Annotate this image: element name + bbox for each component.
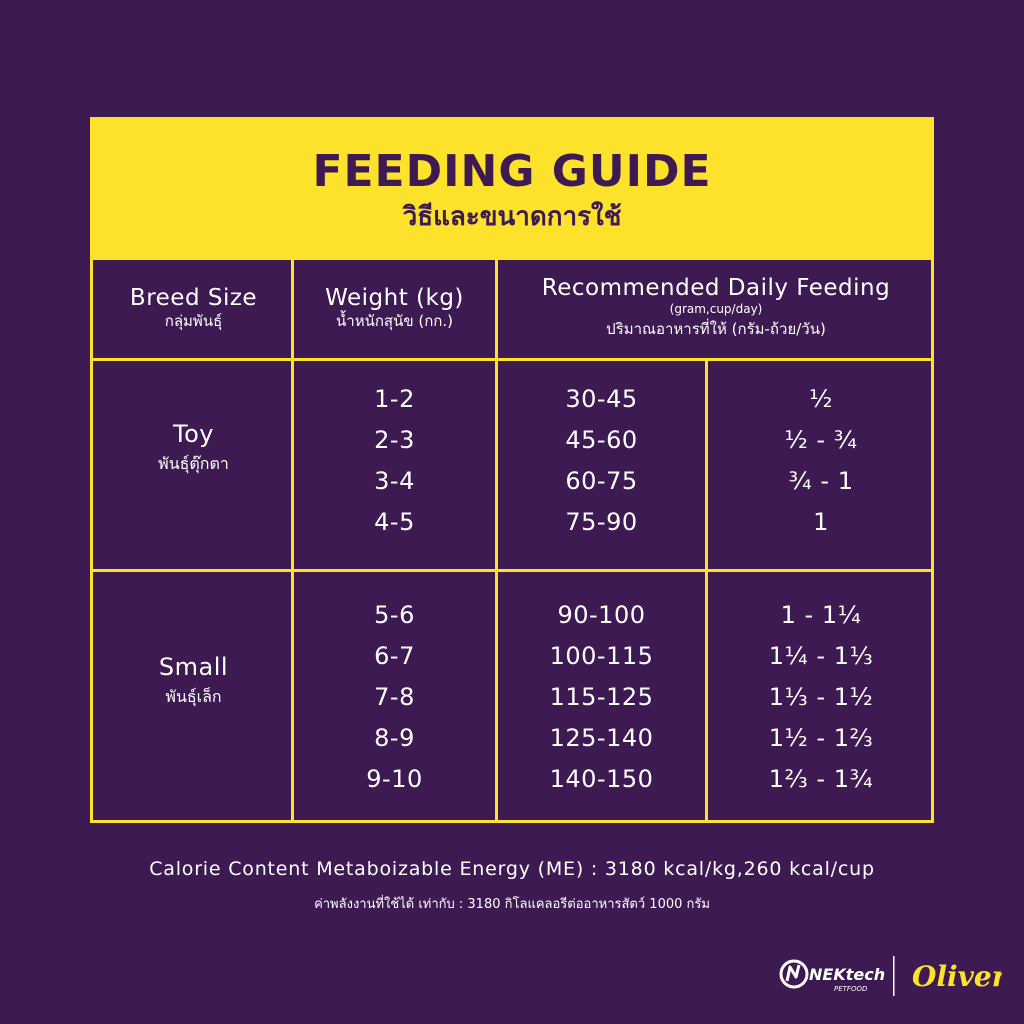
header-feeding-unit: (gram,cup/day) [669,302,763,316]
oliver-logo: Oliver [912,960,1009,993]
table-cell: 90-100 [557,601,646,629]
header-weight: Weight (kg) น้ำหนักสุนัข (กก.) [294,284,495,330]
table-cell: 4-5 [374,508,415,536]
table-cell: 125-140 [549,724,654,752]
column-divider [495,257,498,820]
table-cell: 115-125 [549,683,654,711]
table-cell: ½ [809,385,833,413]
breed-name: Toy [173,420,214,448]
svg-text:NEKtech: NEKtech [809,965,885,984]
small-weights: 5-6 6-7 7-8 8-9 9-10 [294,595,495,800]
header-feeding-thai: ปริมาณอาหารที่ให้ (กรัม-ถ้วย/วัน) [606,320,826,338]
table-cell: 6-7 [374,642,415,670]
svg-text:Oliver: Oliver [912,960,1002,993]
header-weight-thai: น้ำหนักสุนัข (กก.) [336,312,453,330]
nektech-logo: NEKtech PETFOOD [779,959,885,993]
column-divider [705,360,708,820]
breed-name-thai: พันธุ์ตุ๊กตา [158,454,229,473]
breed-name-thai: พันธุ์เล็ก [165,687,222,706]
table-cell: 100-115 [549,642,654,670]
breed-small: Small พันธุ์เล็ก [96,652,291,712]
table-cell: 7-8 [374,683,415,711]
breed-toy: Toy พันธุ์ตุ๊กตา [96,419,291,479]
page-subtitle-thai: วิธีและขนาดการใช้ [402,202,622,232]
header-feeding-label: Recommended Daily Feeding [541,275,891,301]
energy-content-thai: ค่าพลังงานที่ใช้ได้ เท่ากับ : 3180 กิโลแ… [314,897,710,912]
row-divider [93,257,931,260]
table-cell: 1⅔ - 1¾ [768,765,874,793]
feeding-guide-header: FEEDING GUIDE วิธีและขนาดการใช้ [90,117,934,257]
row-divider [93,358,931,361]
small-grams: 90-100 100-115 115-125 125-140 140-150 [498,595,705,800]
table-cell: ½ - ¾ [784,426,858,454]
table-cell: 1½ - 1⅔ [768,724,874,752]
table-cell: 1¼ - 1⅓ [768,642,874,670]
table-cell: 1 - 1¼ [780,601,862,629]
row-divider [93,569,931,572]
logo-divider [893,956,895,996]
svg-text:PETFOOD: PETFOOD [834,985,868,993]
page-title: FEEDING GUIDE [312,146,712,197]
energy-content: Calorie Content Metaboizable Energy (ME)… [149,858,875,880]
table-cell: 45-60 [565,426,638,454]
header-weight-label: Weight (kg) [325,285,464,311]
brand-logos: NEKtech PETFOOD Oliver [776,950,1009,1006]
table-cell: ¾ - 1 [788,467,854,495]
table-cell: 2-3 [374,426,415,454]
table-cell: 3-4 [374,467,415,495]
toy-grams: 30-45 45-60 60-75 75-90 [498,379,705,543]
breed-name: Small [158,653,229,681]
table-cell: 30-45 [565,385,638,413]
table-cell: 1-2 [374,385,415,413]
header-breed-label: Breed Size [129,285,258,311]
table-cell: 1⅓ - 1½ [768,683,874,711]
column-divider [291,257,294,820]
feeding-table: Breed Size กลุ่มพันธุ์ Weight (kg) น้ำหน… [90,257,934,823]
table-cell: 8-9 [374,724,415,752]
brand-logo-group: NEKtech PETFOOD Oliver [779,956,1009,996]
toy-cups: ½ ½ - ¾ ¾ - 1 1 [708,379,934,543]
header-breed-size: Breed Size กลุ่มพันธุ์ [96,284,291,330]
header-breed-thai: กลุ่มพันธุ์ [164,312,223,330]
table-cell: 75-90 [565,508,638,536]
small-cups: 1 - 1¼ 1¼ - 1⅓ 1⅓ - 1½ 1½ - 1⅔ 1⅔ - 1¾ [708,595,934,800]
feeding-guide-card: FEEDING GUIDE วิธีและขนาดการใช้ Breed Si… [90,117,934,823]
table-cell: 1 [813,508,829,536]
table-cell: 60-75 [565,467,638,495]
table-cell: 140-150 [549,765,654,793]
header-daily-feeding: Recommended Daily Feeding (gram,cup/day)… [498,274,934,338]
table-cell: 9-10 [366,765,423,793]
table-cell: 5-6 [374,601,415,629]
toy-weights: 1-2 2-3 3-4 4-5 [294,379,495,543]
